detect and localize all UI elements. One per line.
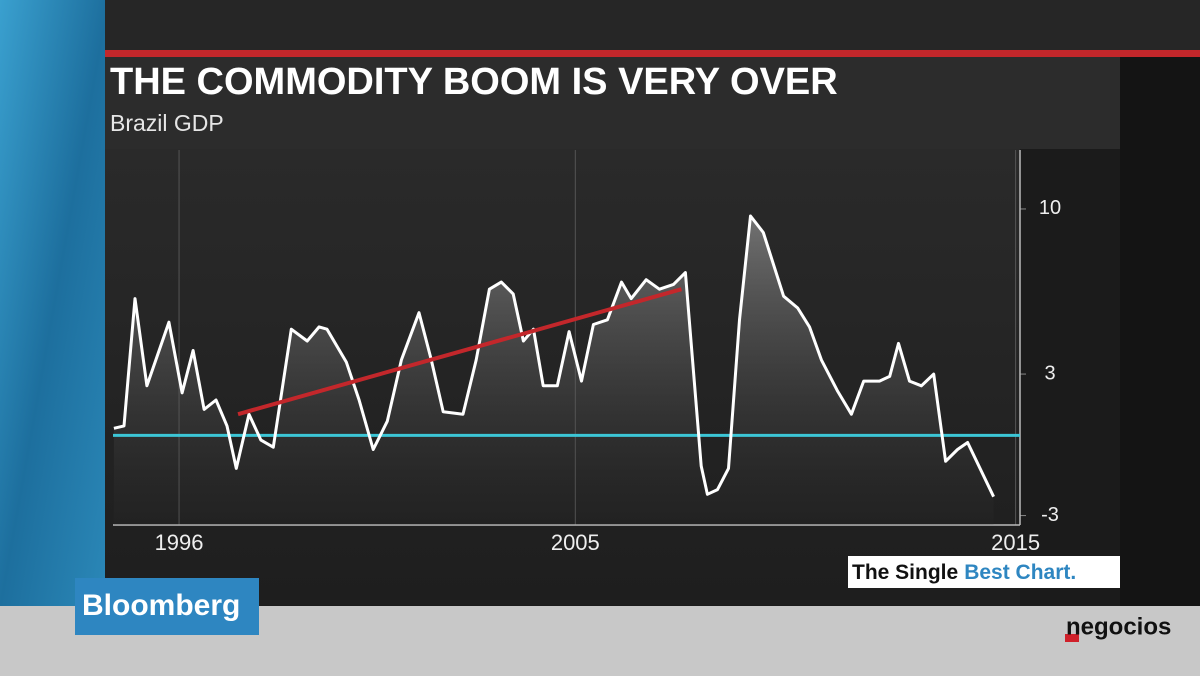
y-tick-label: 3	[1044, 362, 1055, 384]
right-backdrop	[1120, 0, 1200, 606]
source-logo-accent	[1065, 634, 1079, 642]
x-tick-label: 2015	[991, 530, 1040, 555]
trend-line	[237, 287, 682, 417]
segment-badge	[848, 556, 1120, 588]
title-bar-accent	[105, 50, 1200, 57]
y-tick-label: -3	[1041, 504, 1059, 526]
segment-title: The Single Best Chart.	[852, 561, 1076, 584]
area	[113, 216, 994, 525]
y-tick-label: 10	[1039, 197, 1061, 219]
plot: 1996 2005 2015 10 3 -3	[113, 150, 1061, 555]
chart-subtitle: Brazil GDP	[110, 110, 224, 136]
top-backdrop	[105, 0, 1200, 50]
x-tick-label: 1996	[155, 530, 204, 555]
side-backdrop	[0, 0, 108, 606]
segment-highlight: Best Chart.	[964, 561, 1076, 584]
x-tick-label: 2005	[551, 530, 600, 555]
line	[113, 214, 995, 498]
segment-prefix: The Single	[852, 561, 958, 584]
network-badge	[75, 578, 259, 635]
axis-panel	[1020, 149, 1120, 605]
chart-title: THE COMMODITY BOOM IS VERY OVER	[110, 61, 838, 103]
network-name: Bloomberg	[82, 589, 240, 622]
source-logo: negocios	[1066, 613, 1171, 640]
title-panel	[105, 57, 1120, 149]
